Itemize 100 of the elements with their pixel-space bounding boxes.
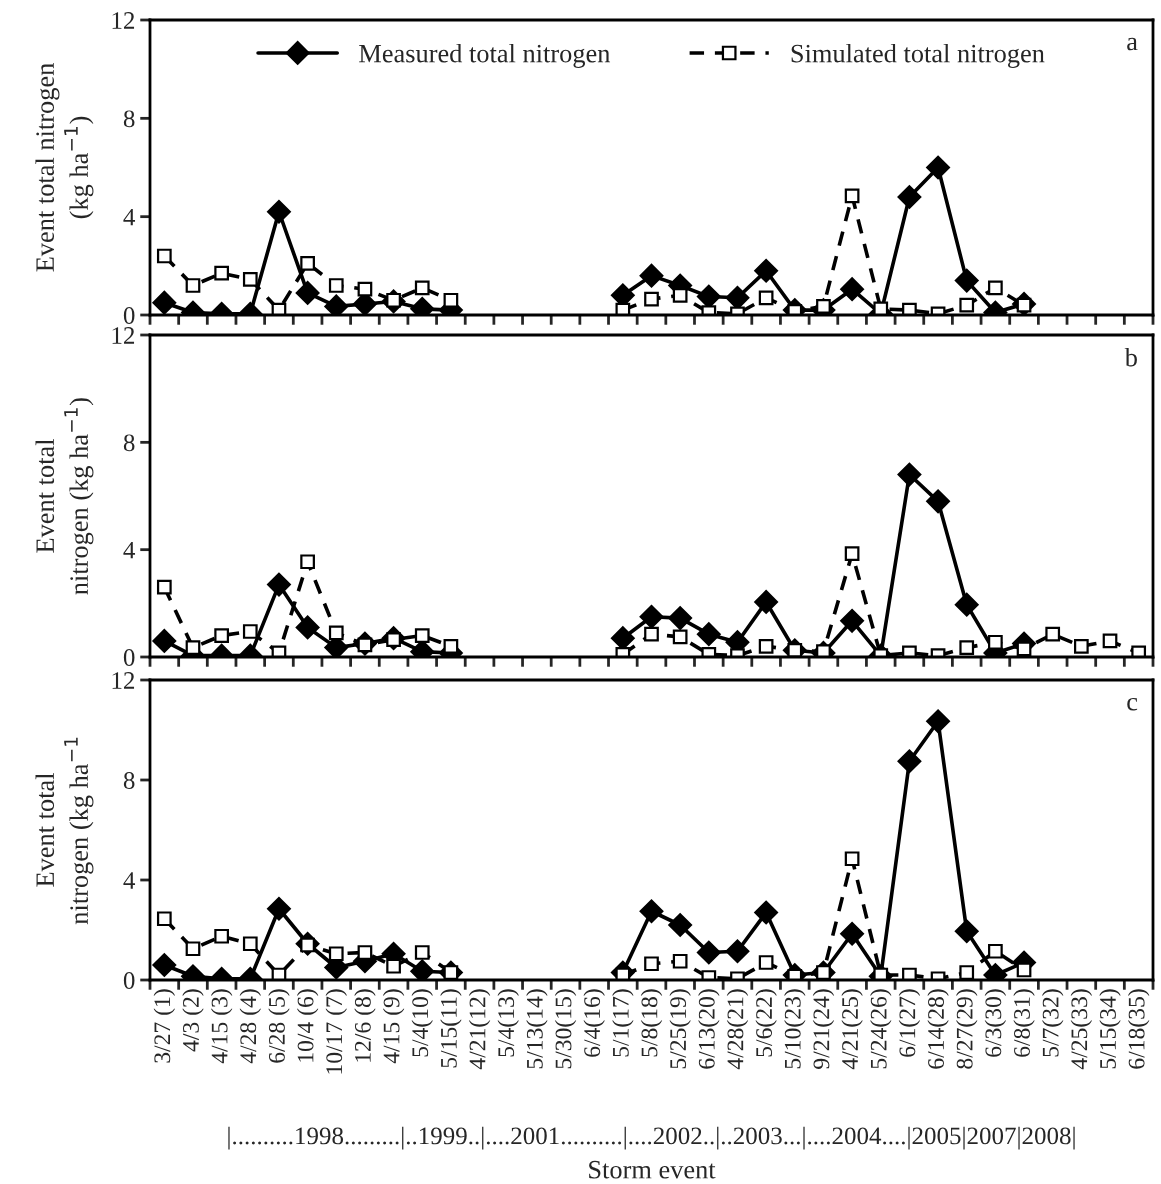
x-tick-label: 5/15(34) [1099,989,1121,1069]
x-tick-label: 8/27(29) [956,989,978,1069]
y-tick-label: 12 [112,12,135,29]
point [152,628,177,653]
point [214,628,229,643]
legend-label: Measured total nitrogen [359,43,611,68]
x-tick-label: 4/25(33) [1070,989,1093,1070]
point [754,590,779,614]
x-tick-label: 5/30(15) [554,989,577,1069]
legend-label: Simulated total nitrogen [791,43,1045,68]
x-tick-label: 5/8(18) [640,989,663,1057]
x-tick-label: 5/15(11) [440,989,462,1068]
x-tick-label: 5/4(13) [497,989,519,1057]
point [754,900,779,925]
point [954,919,979,944]
y-tick-label: 8 [123,434,135,452]
y-tick-label: 8 [123,110,135,128]
point [725,939,750,964]
y-axis-title: Event total nitrogen (kg ha$^{−1}$) [35,398,94,595]
x-tick-label: 12/6 (8) [354,989,376,1062]
point [267,572,291,597]
x-tick-label: 5/24(26) [870,989,892,1069]
point [639,604,664,629]
point [214,265,229,281]
point [156,248,172,264]
point [897,462,922,487]
point [844,851,860,867]
point [644,956,659,972]
point [1074,638,1089,654]
point [242,271,258,287]
point [844,188,860,204]
point [357,945,373,960]
point [185,278,201,293]
point [414,628,430,643]
y-tick-label: 12 [112,672,135,689]
point [615,302,631,315]
point [902,967,917,980]
point [988,634,1003,650]
y-tick-label: 0 [123,649,135,666]
point [644,291,659,307]
x-tick-label: 5/6(22) [755,989,777,1057]
point [1045,626,1061,642]
x-tick-label: 5/4(10) [411,989,433,1057]
point [242,936,258,952]
point [873,301,889,315]
point [357,281,373,297]
x-tick-label: 10/17 (7) [325,989,347,1074]
text: |..........1998.........|..1999..|....2001..........|....2002..|..2003...|....2004....|2005|2007|2008| [228,1126,1075,1150]
point [295,615,320,640]
point [300,554,315,570]
x-tick-label: 4/15 (9) [382,989,405,1064]
x-tick-label: 5/7(32) [1041,989,1064,1057]
point [988,280,1003,296]
point [954,268,979,293]
point [156,579,172,595]
point [696,940,721,965]
x-tick-label: 6/28 (5) [268,989,290,1063]
point [152,290,177,315]
point [267,199,291,224]
y-tick-label: 4 [123,541,136,559]
point [758,955,774,970]
point [668,606,693,630]
point [300,256,315,271]
point [1016,641,1032,657]
point [414,945,430,960]
point [639,899,664,924]
x-axis-title: Storm event [589,1160,716,1179]
point [295,280,320,305]
point [328,946,344,962]
x-tick-label: 4/28 (4) [239,989,262,1064]
point [185,640,201,655]
y-tick-label: 8 [123,772,135,789]
x-tick-label: 4/21(12) [468,989,491,1070]
annotation: b [1124,347,1137,367]
point [156,911,172,927]
point [758,638,774,654]
point [897,749,922,774]
y-axis-title: Event total nitrogen (kg ha$^{−1}$) [35,63,94,272]
x-tick-label: 6/13(20) [698,989,720,1069]
point [443,292,459,308]
x-tick-label: 6/3(30) [984,989,1007,1057]
point [988,943,1003,959]
point [386,958,401,974]
point [324,294,349,315]
point [959,640,975,655]
x-tick-label: 6/1(27) [898,989,921,1057]
point [644,626,659,642]
point [926,489,950,514]
point [267,896,291,921]
point [754,258,779,283]
point [443,638,459,654]
point [840,921,865,946]
point [1102,633,1118,649]
x-tick-label: 9/21(24) [812,989,835,1069]
x-tick-label: 10/4 (6) [296,989,319,1062]
point [1016,962,1032,978]
point [926,709,950,734]
point [954,592,979,617]
y-tick-label: 0 [123,972,135,989]
point [672,629,688,645]
